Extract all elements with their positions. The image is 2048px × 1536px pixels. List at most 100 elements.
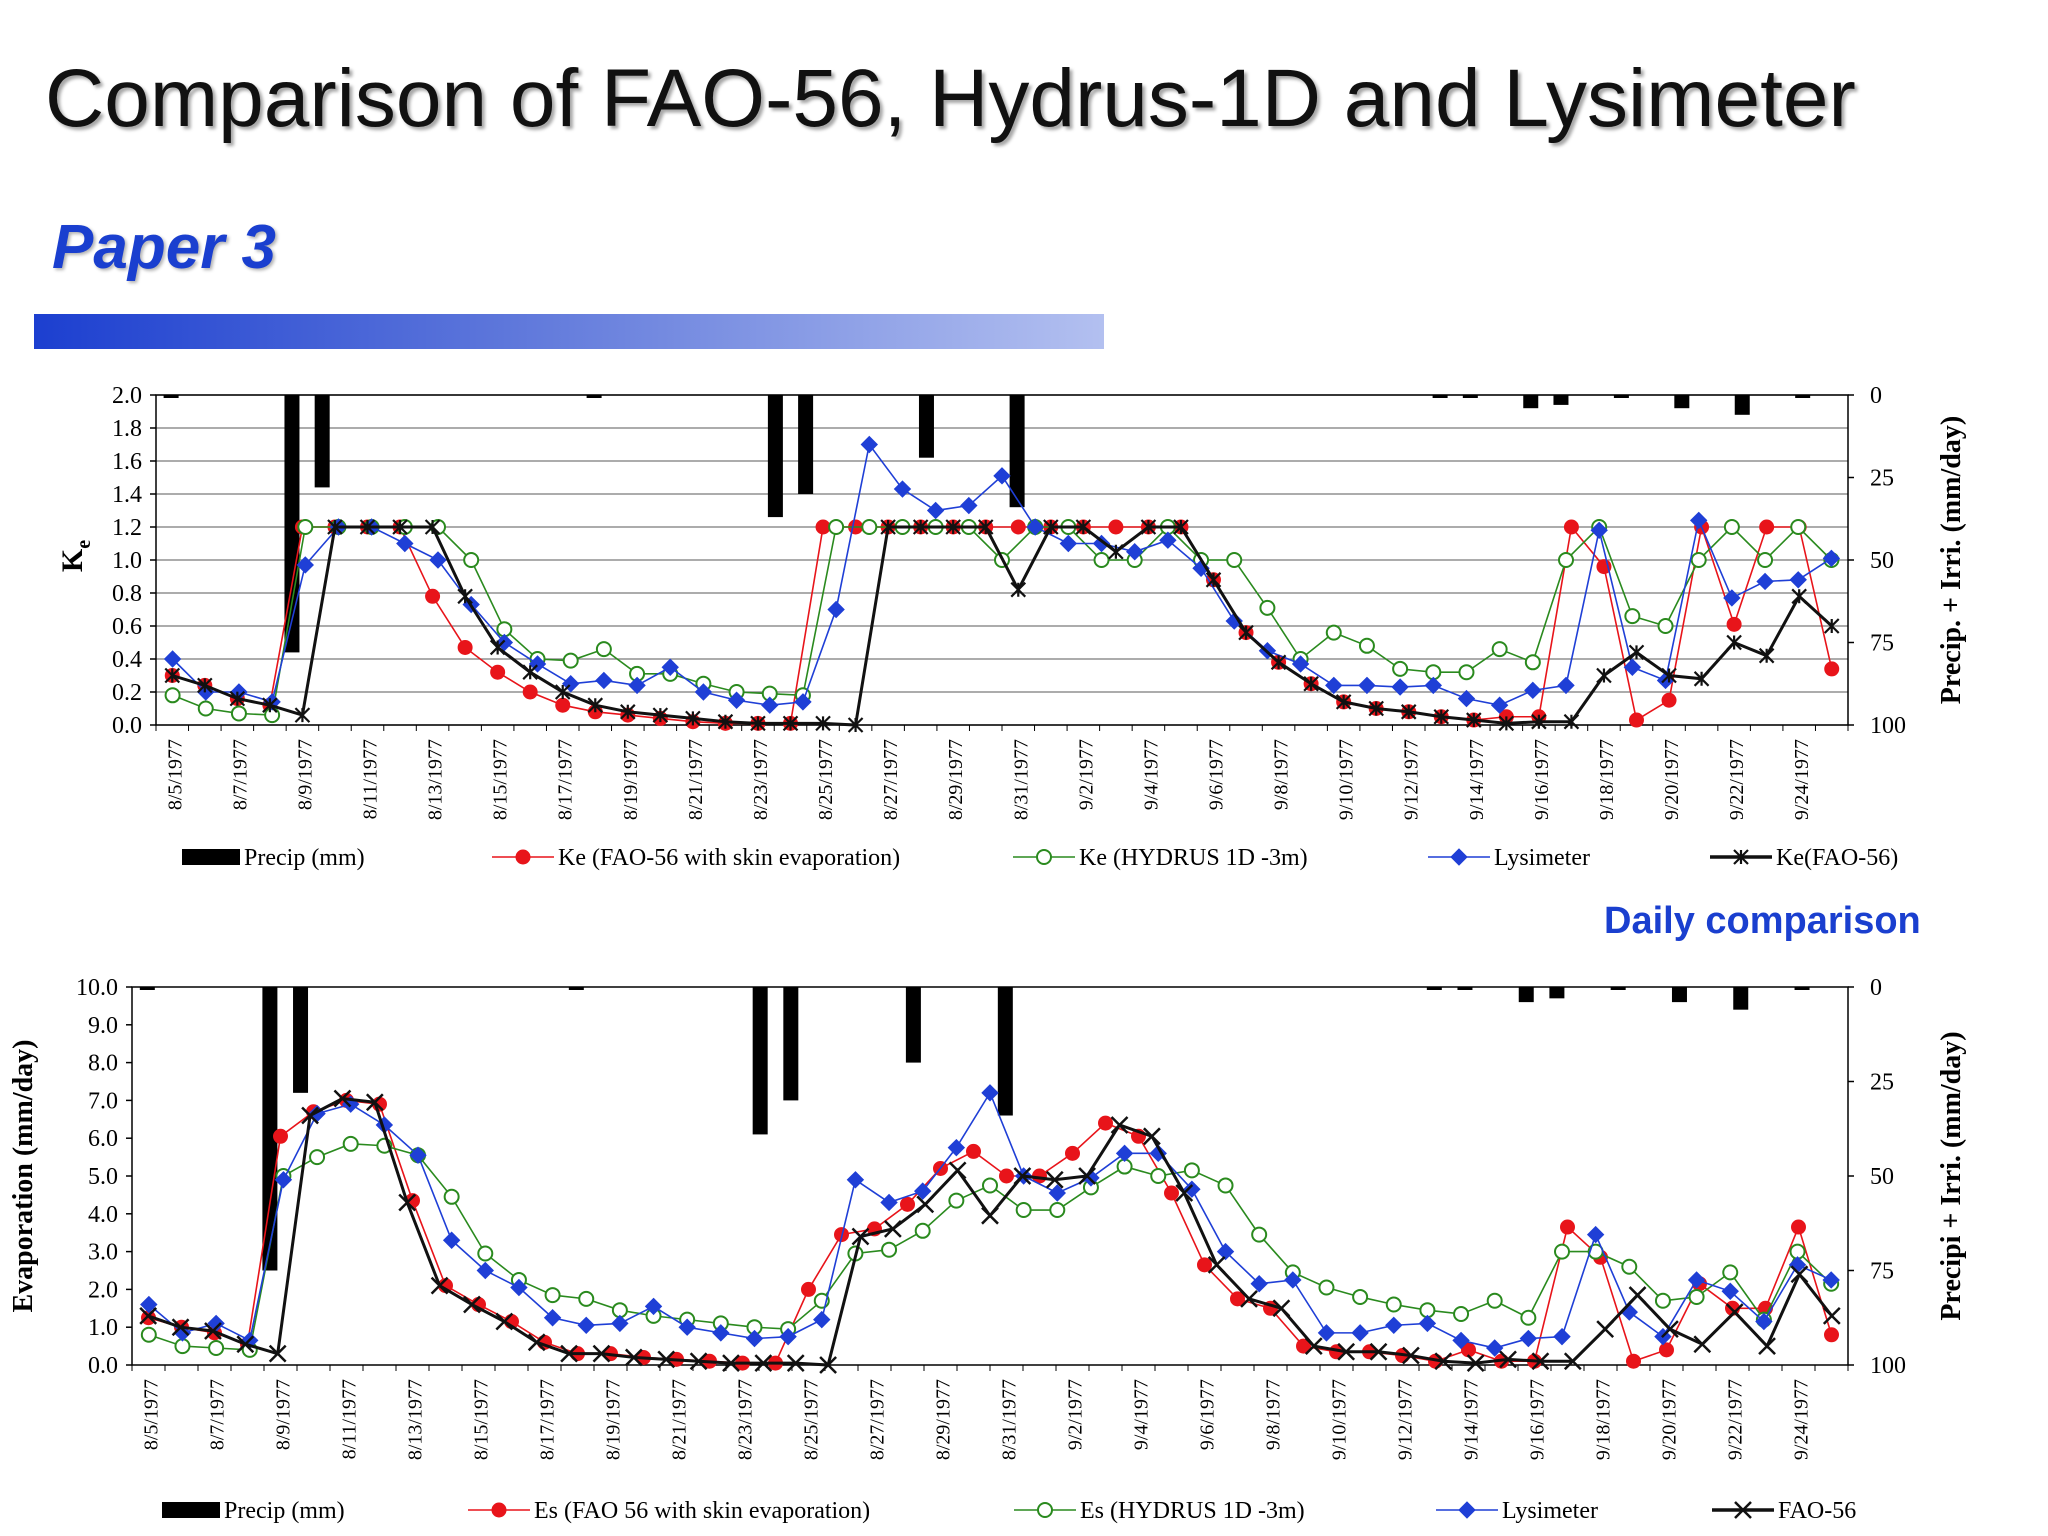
data-point [1358, 676, 1376, 695]
data-point [171, 1318, 190, 1337]
precip-bar [1674, 395, 1690, 409]
data-point [1230, 1291, 1245, 1307]
series-2 [140, 1084, 1840, 1357]
data-point [794, 693, 812, 711]
data-point [1687, 1271, 1706, 1289]
data-point [1291, 655, 1310, 673]
data-point [827, 600, 845, 619]
x-tick-label: 9/12/1977 [1395, 1379, 1417, 1460]
data-point [880, 1193, 898, 1212]
data-point [1491, 641, 1508, 658]
data-point [712, 1324, 730, 1342]
data-point [883, 1220, 902, 1238]
y-axis-label-sub: e [73, 540, 95, 549]
data-point [1624, 608, 1641, 625]
data-point [1318, 1279, 1335, 1296]
y2-tick-label: 25 [1870, 1070, 1894, 1096]
legend-marker [1450, 848, 1468, 866]
data-point [457, 588, 473, 605]
data-point [1065, 1145, 1080, 1161]
data-point [1822, 1306, 1841, 1325]
data-point [1490, 696, 1509, 714]
data-point [999, 1168, 1014, 1184]
y-tick-label: 6.0 [88, 1126, 118, 1152]
data-point [544, 1287, 561, 1304]
data-point [1596, 667, 1612, 684]
data-point [208, 1339, 225, 1356]
data-point [236, 1335, 255, 1354]
data-point [1225, 612, 1243, 630]
data-point [577, 1316, 595, 1335]
data-point [1790, 519, 1807, 535]
data-point [1140, 519, 1157, 535]
x-tick-label: 8/5/1977 [164, 739, 186, 810]
data-point [1173, 519, 1189, 535]
legend-marker [1734, 1501, 1752, 1519]
legend-label: Lysimeter [1502, 1498, 1598, 1524]
legend-label: Precip (mm) [244, 845, 365, 871]
x-tick-label: 8/31/1977 [999, 1379, 1021, 1460]
data-point [847, 717, 864, 733]
data-point [1317, 1324, 1336, 1342]
data-point [595, 671, 613, 690]
data-point [1183, 1180, 1201, 1198]
data-point [1226, 552, 1243, 568]
data-point [717, 713, 734, 730]
precip-bar [262, 987, 278, 1271]
data-point [429, 551, 447, 569]
data-point [424, 519, 441, 535]
data-point [881, 1241, 898, 1258]
legend-label: Ke(FAO-56) [1776, 845, 1898, 871]
data-point [1207, 1255, 1226, 1274]
legend-swatch-bar [162, 1502, 220, 1518]
precip-bar [997, 987, 1013, 1116]
data-point [1272, 1299, 1291, 1318]
data-point [1240, 1289, 1258, 1308]
series-2 [163, 435, 1841, 714]
data-point [722, 1354, 740, 1372]
data-point [786, 1354, 805, 1372]
data-point [522, 664, 538, 680]
data-point [1238, 624, 1254, 641]
x-tick-label: 9/16/1977 [1527, 1379, 1549, 1460]
data-point [139, 1306, 158, 1325]
data-point [1392, 660, 1409, 677]
x-tick-label: 9/22/1977 [1725, 1379, 1747, 1460]
precip-bar [1795, 395, 1811, 398]
data-point [644, 1297, 663, 1316]
data-point [1557, 676, 1575, 695]
precip-bar [1610, 987, 1626, 990]
data-point [1661, 1320, 1679, 1338]
data-point [268, 1344, 287, 1363]
x-tick-label: 9/14/1977 [1461, 1379, 1483, 1460]
x-tick-label: 8/19/1977 [603, 1379, 625, 1460]
x-tick-label: 9/18/1977 [1593, 1379, 1615, 1460]
data-point [1628, 644, 1645, 661]
precip-bar [1734, 395, 1750, 415]
data-point [1621, 1258, 1638, 1275]
data-point [1688, 1288, 1705, 1305]
legend-label: Lysimeter [1494, 845, 1590, 871]
data-point [463, 552, 480, 568]
data-point [554, 684, 571, 700]
y-axis-label: Evaporation (mm/day) [8, 1040, 39, 1313]
data-point [1531, 713, 1547, 730]
data-point [1010, 581, 1027, 598]
data-point [977, 519, 994, 535]
data-point [365, 1093, 384, 1112]
legend-marker [515, 849, 531, 865]
x-tick-label: 8/21/1977 [669, 1379, 691, 1460]
data-point [543, 1309, 562, 1327]
data-point [694, 683, 713, 701]
data-point [1823, 618, 1840, 634]
data-point [1726, 616, 1742, 632]
data-point [1078, 1167, 1097, 1185]
data-point [229, 690, 246, 707]
x-tick-label: 9/20/1977 [1661, 739, 1683, 820]
data-point [846, 1171, 865, 1189]
data-point [912, 519, 929, 535]
precip-bar [1523, 395, 1539, 409]
data-point [1499, 1350, 1517, 1369]
data-point [522, 684, 538, 700]
data-point [1385, 1296, 1402, 1313]
